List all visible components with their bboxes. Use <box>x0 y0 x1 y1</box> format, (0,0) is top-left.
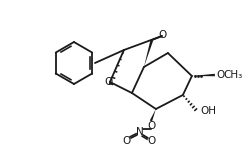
Text: O: O <box>105 77 113 87</box>
Text: O: O <box>148 136 156 146</box>
Text: CH₃: CH₃ <box>224 70 243 80</box>
Text: O: O <box>123 136 131 146</box>
Polygon shape <box>144 40 153 67</box>
Text: O: O <box>159 30 167 40</box>
Polygon shape <box>192 74 215 76</box>
Polygon shape <box>150 109 156 122</box>
Text: N: N <box>136 127 144 137</box>
Text: O: O <box>217 70 225 80</box>
Text: O: O <box>148 121 156 131</box>
Text: OH: OH <box>200 106 216 116</box>
